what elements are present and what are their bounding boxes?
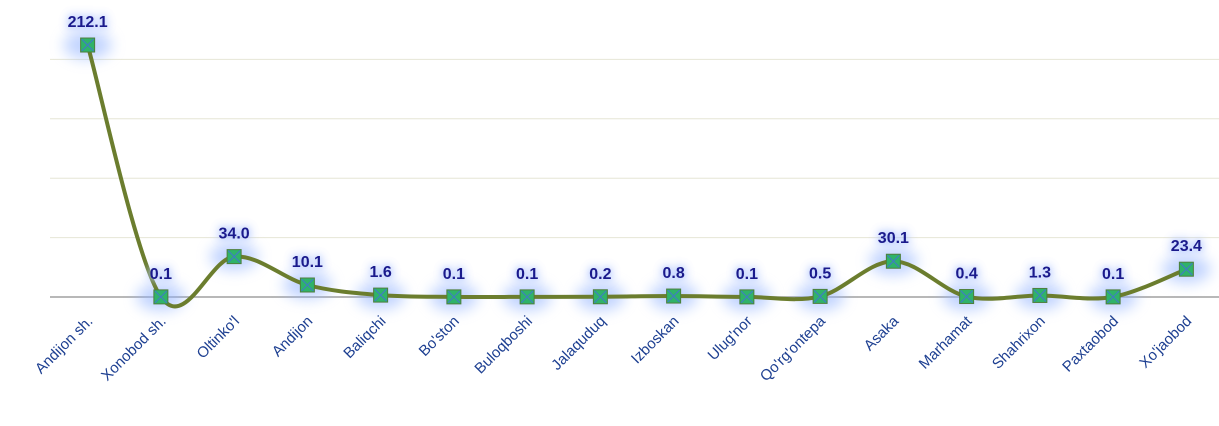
marker-cross (447, 290, 461, 304)
marker-cross (1033, 289, 1047, 302)
data-label: 0.1 (1102, 266, 1124, 283)
marker (1178, 261, 1194, 277)
marker-cross (1179, 262, 1193, 276)
marker (885, 253, 901, 269)
marker-cross (81, 38, 95, 52)
x-tick-label: Asaka (861, 312, 903, 354)
x-tick-label: Jalaquduq (548, 313, 609, 374)
data-label: 0.8 (663, 265, 685, 282)
data-label: 0.1 (736, 266, 758, 283)
data-label: 1.3 (1029, 264, 1051, 281)
data-label: 0.1 (443, 266, 465, 283)
x-tick-label: Paxtaobod (1059, 313, 1122, 376)
data-label: 23.4 (1171, 238, 1202, 255)
marker-cross (154, 290, 168, 304)
data-label: 34.0 (219, 226, 250, 243)
x-tick-label: Marhamat (916, 312, 976, 372)
x-tick-label: Xo'jaobod (1136, 313, 1195, 372)
marker-cross (374, 288, 388, 302)
x-tick-label: Oltinko'l (194, 313, 243, 362)
data-label: 212.1 (68, 14, 108, 31)
x-tick-label: Buloqboshi (471, 313, 536, 378)
marker (812, 288, 828, 304)
x-tick-label: Andijon (269, 313, 316, 360)
x-tick-label: Bo'ston (416, 313, 463, 360)
marker-cross (667, 289, 681, 303)
data-label: 0.2 (589, 266, 611, 283)
marker-cross (227, 250, 241, 264)
marker-cross (740, 290, 754, 304)
marker-cross (813, 289, 827, 303)
marker (739, 289, 755, 305)
marker-cross (1106, 290, 1120, 304)
marker (959, 289, 975, 305)
x-tick-label: Ulug'nor (705, 313, 756, 364)
marker (80, 37, 96, 53)
data-label: 0.1 (516, 266, 538, 283)
marker (299, 277, 315, 293)
data-label: 0.1 (150, 266, 172, 283)
data-label: 1.6 (370, 264, 392, 281)
x-tick-label: Shahrixon (989, 313, 1049, 373)
marker-cross (300, 278, 314, 292)
marker (373, 287, 389, 303)
marker (519, 289, 535, 305)
x-tick-label: Qo'rg'ontepa (757, 312, 830, 385)
marker (666, 288, 682, 304)
data-label: 10.1 (292, 254, 323, 271)
x-tick-label: Baliqchi (340, 313, 389, 362)
marker (1032, 287, 1048, 303)
marker (446, 289, 462, 305)
marker-cross (886, 254, 900, 268)
data-label: 0.5 (809, 265, 831, 282)
marker (1105, 289, 1121, 305)
x-tick-label: Izboskan (628, 313, 682, 367)
marker (153, 289, 169, 305)
marker (226, 249, 242, 265)
data-label: 0.4 (956, 266, 978, 283)
marker (592, 289, 608, 305)
marker-cross (520, 290, 534, 304)
x-tick-label: Xonobod sh. (98, 313, 170, 385)
marker-cross (593, 290, 607, 304)
data-label: 30.1 (878, 230, 909, 247)
marker-cross (960, 290, 974, 303)
series-line (85, 44, 1188, 309)
x-tick-label: Andijon sh. (32, 313, 97, 378)
